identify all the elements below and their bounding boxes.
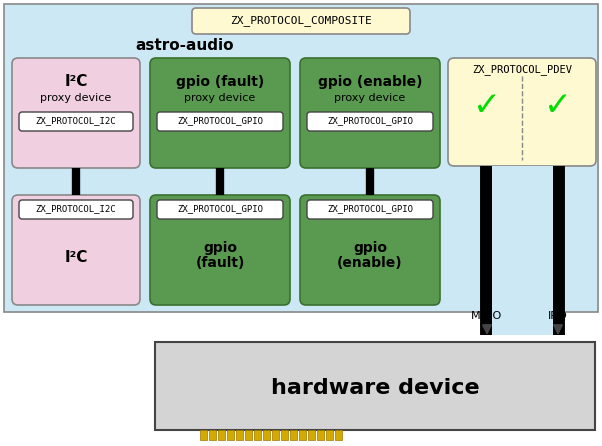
Text: gpio (fault): gpio (fault) <box>176 75 264 89</box>
Text: gpio: gpio <box>353 241 387 255</box>
Text: ZX_PROTOCOL_COMPOSITE: ZX_PROTOCOL_COMPOSITE <box>230 16 372 26</box>
Text: (fault): (fault) <box>195 256 244 270</box>
FancyBboxPatch shape <box>150 58 290 168</box>
Bar <box>317 430 324 440</box>
Bar <box>492 166 553 335</box>
Text: ✓: ✓ <box>473 88 501 121</box>
Text: gpio (enable): gpio (enable) <box>318 75 422 89</box>
FancyBboxPatch shape <box>157 112 283 131</box>
FancyBboxPatch shape <box>19 112 133 131</box>
Text: proxy device: proxy device <box>334 93 406 103</box>
FancyBboxPatch shape <box>12 195 140 305</box>
Text: ZX_PROTOCOL_GPIO: ZX_PROTOCOL_GPIO <box>177 205 263 214</box>
Text: MMIO: MMIO <box>471 311 503 321</box>
Bar <box>245 430 252 440</box>
Bar <box>263 430 270 440</box>
FancyBboxPatch shape <box>12 58 140 168</box>
Bar <box>227 430 234 440</box>
Text: hardware device: hardware device <box>271 378 479 398</box>
Text: ZX_PROTOCOL_I2C: ZX_PROTOCOL_I2C <box>36 205 116 214</box>
Bar <box>326 430 333 440</box>
Text: ZX_PROTOCOL_GPIO: ZX_PROTOCOL_GPIO <box>327 116 413 125</box>
Bar <box>272 430 279 440</box>
Bar <box>209 430 216 440</box>
Text: ZX_PROTOCOL_I2C: ZX_PROTOCOL_I2C <box>36 116 116 125</box>
Text: proxy device: proxy device <box>40 93 111 103</box>
Bar <box>290 430 297 440</box>
FancyBboxPatch shape <box>307 200 433 219</box>
FancyBboxPatch shape <box>448 58 596 166</box>
Text: (enable): (enable) <box>337 256 403 270</box>
Text: gpio: gpio <box>203 241 237 255</box>
Text: proxy device: proxy device <box>184 93 256 103</box>
FancyBboxPatch shape <box>150 195 290 305</box>
Text: I²C: I²C <box>64 251 88 265</box>
Text: astro-audio: astro-audio <box>135 38 234 54</box>
Bar <box>254 430 261 440</box>
Bar <box>4 4 598 312</box>
FancyBboxPatch shape <box>19 200 133 219</box>
Text: I²C: I²C <box>64 74 88 90</box>
Text: IRQ: IRQ <box>548 311 568 321</box>
Text: ✓: ✓ <box>544 88 572 121</box>
FancyBboxPatch shape <box>300 58 440 168</box>
FancyBboxPatch shape <box>307 112 433 131</box>
Text: ZX_PROTOCOL_PDEV: ZX_PROTOCOL_PDEV <box>472 65 572 75</box>
Bar <box>308 430 315 440</box>
Text: ZX_PROTOCOL_GPIO: ZX_PROTOCOL_GPIO <box>327 205 413 214</box>
FancyBboxPatch shape <box>157 200 283 219</box>
Bar <box>200 430 207 440</box>
Bar <box>236 430 243 440</box>
FancyBboxPatch shape <box>192 8 410 34</box>
Bar <box>218 430 225 440</box>
Bar <box>335 430 342 440</box>
FancyBboxPatch shape <box>300 195 440 305</box>
Bar <box>281 430 288 440</box>
Bar <box>155 342 595 430</box>
Bar <box>299 430 306 440</box>
Text: ZX_PROTOCOL_GPIO: ZX_PROTOCOL_GPIO <box>177 116 263 125</box>
